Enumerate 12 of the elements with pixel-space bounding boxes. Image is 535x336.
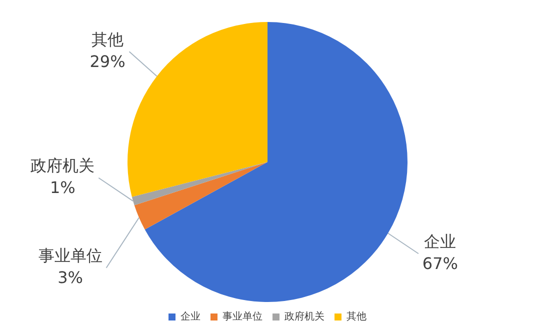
slice-label: 政府机关 (30, 156, 95, 176)
slice-label: 企业 (424, 232, 456, 251)
legend-label: 政府机关 (284, 310, 324, 323)
data-label: 29% (90, 52, 126, 71)
legend-label: 企业 (180, 310, 200, 323)
slice-label: 其他 (91, 30, 124, 49)
legend-label: 其他 (346, 310, 366, 323)
data-label: 3% (58, 268, 83, 288)
data-label: 1% (50, 178, 76, 198)
data-label: 67% (422, 254, 458, 273)
legend-label: 事业单位 (222, 310, 262, 323)
slice-label: 事业单位 (38, 246, 102, 266)
